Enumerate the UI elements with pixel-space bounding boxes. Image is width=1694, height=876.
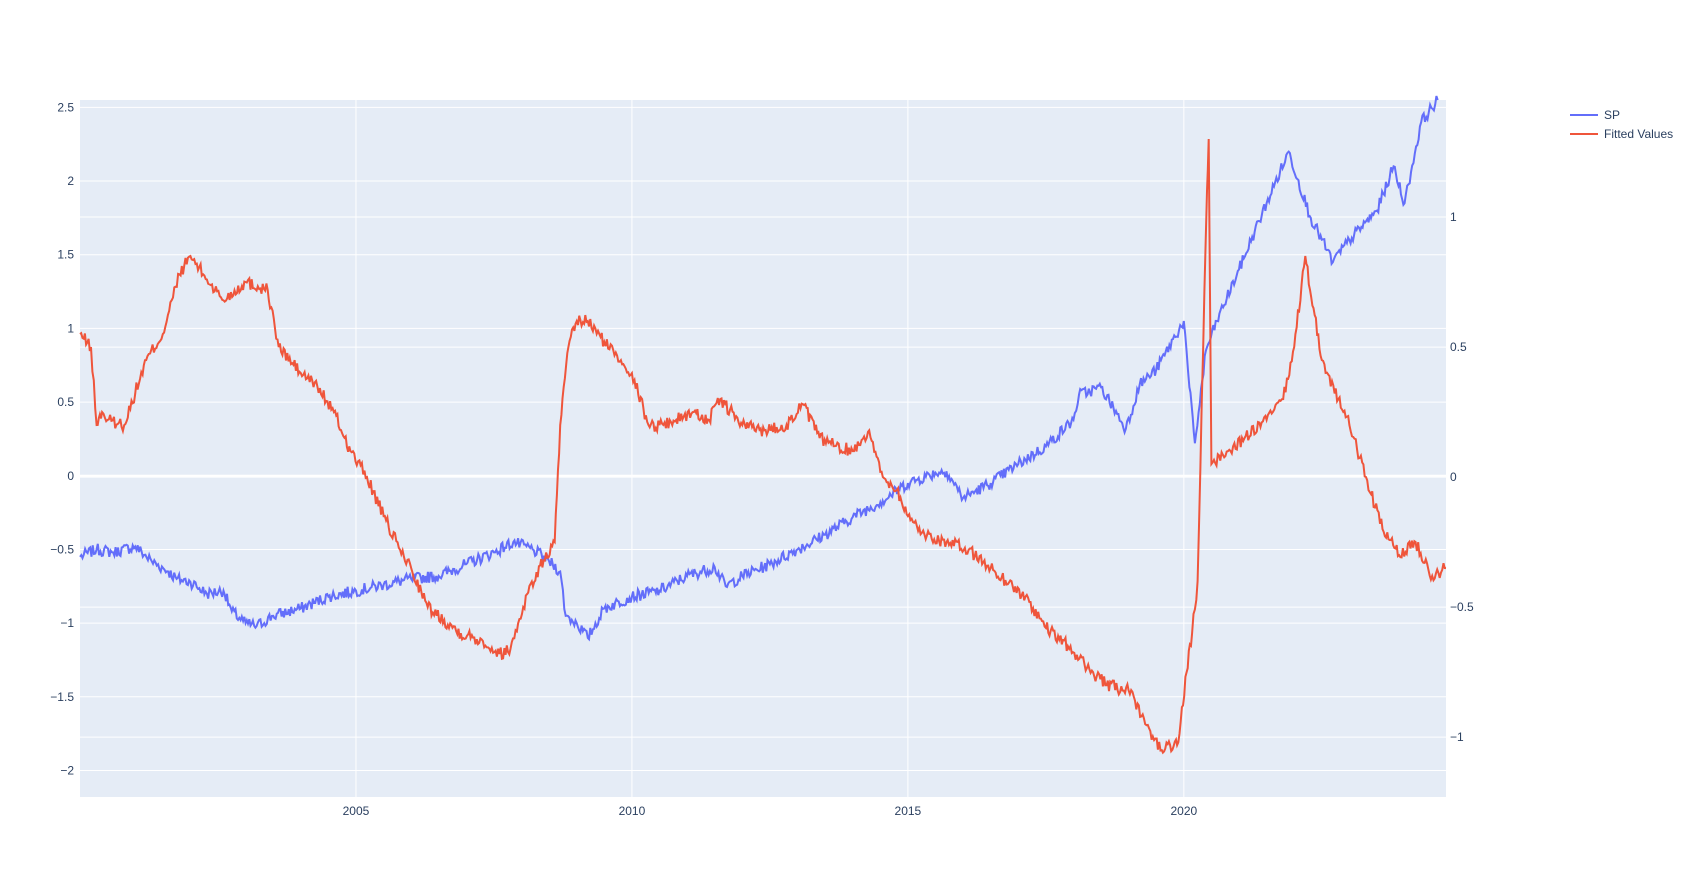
x-gridlines bbox=[355, 100, 1185, 797]
y-tick-label-left: 2 bbox=[67, 174, 74, 188]
legend-item-fitted-values[interactable]: Fitted Values bbox=[1570, 127, 1673, 141]
legend-label-sp: SP bbox=[1604, 108, 1620, 122]
y-tick-label-right: 1 bbox=[1450, 210, 1457, 224]
y-tick-label-left: −1.5 bbox=[50, 690, 74, 704]
x-tick-label: 2015 bbox=[895, 804, 922, 818]
y-axis-left-ticks: −2 −1.5 −1 −0.5 0 0.5 1 1.5 2 2.5 bbox=[50, 100, 74, 777]
series-line-fitted-values bbox=[79, 138, 1447, 755]
y-tick-label-left: 1 bbox=[67, 321, 74, 335]
y-tick-label-right: 0 bbox=[1450, 470, 1457, 484]
y-tick-label-left: −0.5 bbox=[50, 542, 74, 556]
y-tick-label-left: 0 bbox=[67, 469, 74, 483]
x-axis-ticks: 2005 2010 2015 2020 bbox=[343, 804, 1198, 818]
y-tick-label-left: −2 bbox=[60, 763, 74, 777]
y-tick-label-right: −1 bbox=[1450, 730, 1464, 744]
y-tick-label-right: −0.5 bbox=[1450, 600, 1474, 614]
legend: SP Fitted Values bbox=[1570, 108, 1673, 141]
y-tick-label-left: 0.5 bbox=[57, 395, 74, 409]
series-layer bbox=[79, 95, 1447, 755]
y-axis-right-ticks: −1 −0.5 0 0.5 1 bbox=[1450, 210, 1474, 744]
y-tick-label-left: 2.5 bbox=[57, 100, 74, 114]
y-tick-label-left: −1 bbox=[60, 616, 74, 630]
legend-item-sp[interactable]: SP bbox=[1570, 108, 1620, 122]
x-tick-label: 2020 bbox=[1170, 804, 1197, 818]
x-tick-label: 2010 bbox=[619, 804, 646, 818]
plot-background bbox=[80, 100, 1446, 797]
legend-label-fitted-values: Fitted Values bbox=[1604, 127, 1673, 141]
y-tick-label-right: 0.5 bbox=[1450, 340, 1467, 354]
y-tick-label-left: 1.5 bbox=[57, 248, 74, 262]
x-tick-label: 2005 bbox=[343, 804, 370, 818]
